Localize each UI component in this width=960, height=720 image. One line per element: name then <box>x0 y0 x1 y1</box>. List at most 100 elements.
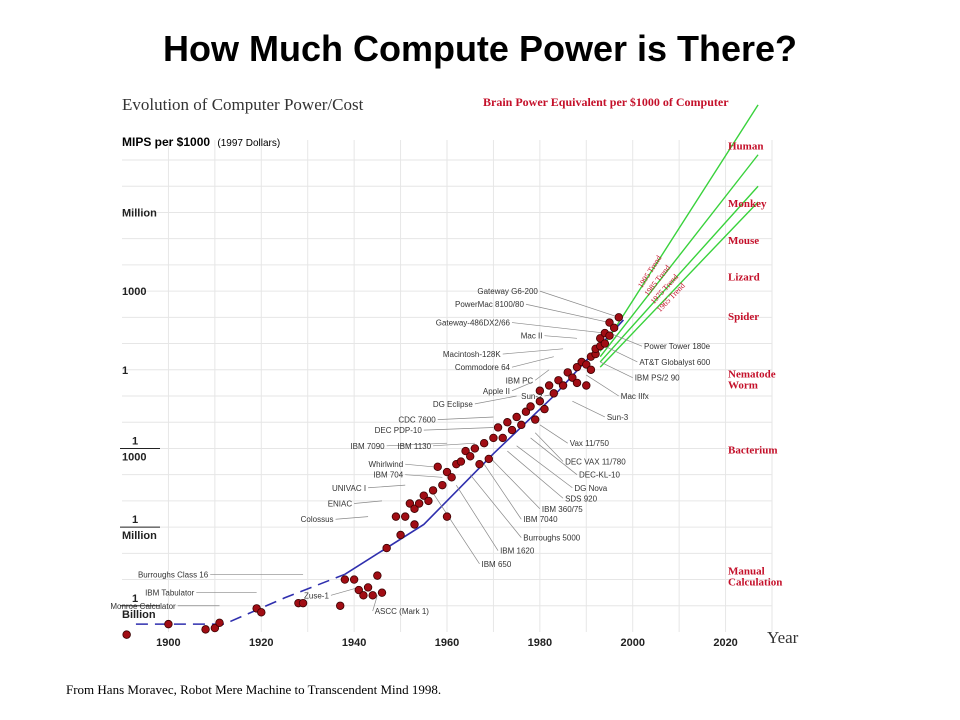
y-axis-label: MIPS per $1000 (1997 Dollars) <box>122 135 280 149</box>
data-point <box>257 608 266 617</box>
x-tick-label: 2020 <box>713 637 737 649</box>
brain-level-label: Manual <box>728 565 765 577</box>
data-point <box>340 575 350 584</box>
data-point <box>466 452 475 461</box>
data-point <box>354 585 363 595</box>
annotation-leader <box>539 424 568 444</box>
annotation-leader <box>488 456 541 509</box>
data-point <box>558 381 568 390</box>
y-tick-label: Million <box>122 207 157 219</box>
annotation-leader <box>432 492 480 565</box>
y-tick-label-denominator: Million <box>122 530 157 542</box>
y-tick-label: 1 <box>132 514 138 526</box>
annotation-label: Sun-2 <box>521 392 543 401</box>
chart-title: Evolution of Computer Power/Cost <box>122 95 364 114</box>
annotation-label: Mac IIfx <box>621 392 649 401</box>
annotation-leader <box>368 484 406 489</box>
x-tick-label: 1940 <box>342 637 366 649</box>
annotation-leader <box>544 335 578 339</box>
annotation-label: Vax 11/750 <box>570 439 610 448</box>
annotation-label: Gateway-486DX2/66 <box>436 319 511 328</box>
data-point <box>572 378 582 388</box>
annotation-leader <box>335 516 369 520</box>
annotation-leader <box>469 474 522 538</box>
slide-title: How Much Compute Power is There? <box>162 28 798 69</box>
annotation-leader <box>386 442 448 447</box>
annotation-label: Gateway G6-200 <box>477 287 538 296</box>
annotation-leader <box>423 427 494 431</box>
x-tick-label: 1980 <box>528 637 552 649</box>
annotation-leader <box>455 484 499 551</box>
data-point <box>596 334 605 343</box>
annotation-label: DEC VAX 11/780 <box>565 458 626 467</box>
brain-level-label: Worm <box>728 380 758 392</box>
brain-level-label: Monkey <box>728 198 767 210</box>
annotation-label: IBM Tabulator <box>145 589 195 598</box>
annotation-leader <box>525 303 610 323</box>
annotation-label: Burroughs Class 16 <box>138 570 209 579</box>
data-point <box>535 386 545 395</box>
data-point <box>540 404 549 414</box>
data-point <box>401 512 410 521</box>
annotation-label: IBM 360/75 <box>542 505 583 514</box>
annotation-label: DEC-KL-10 <box>579 471 620 480</box>
brain-levels: Human Monkey Mouse Lizard Spider NematodeWorm… <box>728 141 782 589</box>
data-point <box>531 415 540 424</box>
annotation-leader <box>433 442 475 447</box>
data-point <box>414 499 424 508</box>
x-tick-label: 1900 <box>156 637 180 649</box>
data-point <box>447 473 456 482</box>
data-points <box>122 313 623 639</box>
y-tick-label: 1 <box>132 435 138 447</box>
annotation-label: IBM PS/2 90 <box>635 374 680 383</box>
data-point <box>493 423 503 432</box>
annotation-leader <box>437 416 494 420</box>
trend-line <box>599 154 759 358</box>
data-point <box>396 530 405 540</box>
data-point <box>456 457 466 466</box>
annotation-label: Apple II <box>483 387 510 396</box>
annotation-leader <box>372 595 378 612</box>
data-point <box>424 496 433 506</box>
annotation-leader <box>530 437 578 475</box>
annotation-leader <box>516 445 573 489</box>
annotation-label: Commodore 64 <box>455 363 511 372</box>
annotation-label: IBM 650 <box>482 560 512 569</box>
data-point <box>605 318 614 327</box>
annotation-label: Sun-3 <box>607 413 629 422</box>
data-point <box>164 619 173 629</box>
data-point <box>549 389 558 398</box>
data-point <box>568 373 577 382</box>
y-axis-note: (1997 Dollars) <box>217 138 280 149</box>
annotation-leader <box>511 322 605 334</box>
annotation-leader <box>405 463 434 468</box>
annotation-leader <box>535 369 550 381</box>
annotation-label: Colossus <box>301 515 334 524</box>
data-point <box>363 583 373 592</box>
data-point <box>503 418 512 427</box>
brain-header: Brain Power Equivalent per $1000 of Comp… <box>483 95 729 109</box>
data-point <box>442 512 452 521</box>
annotation-leader <box>609 332 643 347</box>
data-point <box>582 381 591 390</box>
annotation-leader <box>354 500 383 504</box>
data-point <box>377 588 387 597</box>
trend-line <box>599 104 759 352</box>
brain-level-label: Nematode <box>728 369 776 381</box>
annotation-leader <box>511 382 531 392</box>
annotation-leader <box>330 587 359 596</box>
brain-level-label: Mouse <box>728 235 759 247</box>
data-point <box>489 433 498 443</box>
data-point <box>563 368 572 377</box>
annotation-label: Zuse-1 <box>304 591 329 600</box>
annotation-leader <box>604 345 638 363</box>
annotation-leader <box>572 400 606 418</box>
annotation-label: DG Nova <box>574 484 607 493</box>
x-axis-label: Year <box>767 628 799 647</box>
x-tick-label: 2000 <box>620 637 644 649</box>
annotation-label: UNIVAC I <box>332 484 366 493</box>
data-point <box>512 412 521 422</box>
brain-level-label: Human <box>728 141 763 153</box>
y-tick-label: 1 <box>132 593 138 605</box>
data-point <box>433 462 442 471</box>
